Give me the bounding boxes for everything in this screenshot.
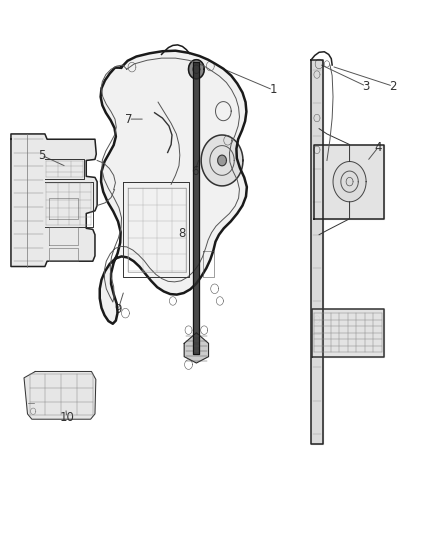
Text: 7: 7 [125, 112, 132, 126]
Polygon shape [218, 155, 226, 166]
Polygon shape [11, 134, 97, 266]
Text: 3: 3 [362, 80, 370, 93]
Polygon shape [201, 135, 243, 186]
Polygon shape [188, 60, 204, 79]
Text: 1: 1 [269, 84, 277, 96]
Polygon shape [24, 372, 96, 419]
Polygon shape [100, 51, 247, 324]
Text: 8: 8 [178, 227, 186, 240]
Text: 5: 5 [38, 149, 45, 161]
Text: 6: 6 [191, 165, 199, 177]
Polygon shape [314, 144, 385, 219]
Polygon shape [311, 60, 322, 444]
Polygon shape [333, 161, 366, 202]
Text: 4: 4 [374, 141, 382, 154]
Polygon shape [312, 309, 384, 357]
Polygon shape [184, 333, 208, 363]
Polygon shape [193, 62, 199, 354]
Text: 10: 10 [59, 411, 74, 424]
Text: 2: 2 [389, 80, 397, 93]
Text: 9: 9 [114, 303, 122, 317]
Polygon shape [346, 177, 353, 186]
